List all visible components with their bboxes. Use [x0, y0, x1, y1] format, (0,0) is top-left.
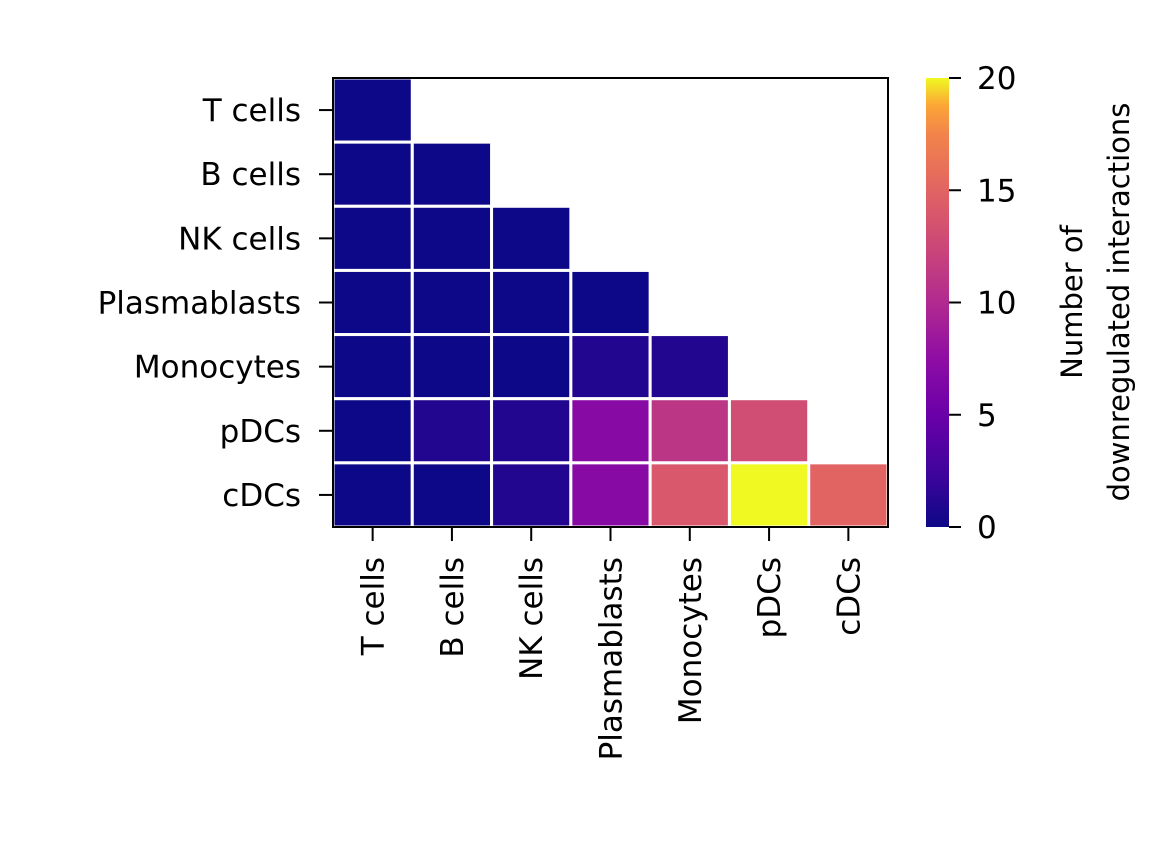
x-tick-label: NK cells	[514, 557, 550, 680]
heatmap-cell	[727, 461, 811, 529]
x-tick-label: Plasmablasts	[594, 557, 630, 760]
heatmap-cell	[331, 204, 414, 272]
heatmap-cell	[648, 333, 731, 401]
colorbar-gradient	[926, 78, 949, 527]
colorbar: 0 5 10 15 20 Number of downregulated interac…	[926, 61, 1136, 546]
y-tick-label: B cells	[200, 157, 301, 193]
colorbar-tick-label: 20	[977, 61, 1016, 97]
heatmap-cell	[410, 140, 494, 208]
y-tick-label: Monocytes	[134, 350, 301, 386]
heatmap-cell	[569, 461, 652, 529]
heatmap-cell	[727, 397, 811, 465]
colorbar-tick-label: 10	[977, 286, 1016, 322]
heatmap-cell	[807, 461, 890, 529]
x-tick-label: pDCs	[752, 557, 788, 638]
heatmap-cell	[331, 140, 414, 208]
x-tick-label: T cells	[356, 557, 392, 656]
heatmap-cells	[331, 76, 890, 529]
colorbar-tick-label: 5	[977, 398, 997, 434]
y-axis: T cells B cells NK cells Plasmablasts Monocy…	[98, 93, 333, 514]
heatmap-cell	[410, 204, 494, 272]
heatmap-cell	[569, 333, 652, 401]
y-tick-label: T cells	[202, 93, 301, 129]
colorbar-tick-label: 15	[977, 173, 1016, 209]
heatmap-cell	[410, 397, 494, 465]
x-tick-label: cDCs	[831, 557, 867, 636]
y-tick-label: Plasmablasts	[98, 286, 301, 322]
x-tick-label: Monocytes	[673, 557, 709, 724]
colorbar-label-line-2: downregulated interactions	[1102, 103, 1136, 502]
colorbar-tick-label: 0	[977, 510, 997, 546]
x-axis: T cells B cells NK cells Plasmablasts Monocy…	[356, 527, 867, 760]
heatmap-cell	[410, 333, 494, 401]
heatmap-cell	[490, 461, 573, 529]
heatmap-cell	[331, 268, 414, 337]
y-tick-label: NK cells	[178, 221, 301, 257]
colorbar-ticks: 0 5 10 15 20	[949, 61, 1016, 546]
heatmap-cell	[490, 268, 573, 337]
heatmap-cell	[410, 461, 494, 529]
heatmap-cell	[569, 397, 652, 465]
heatmap-cell	[331, 397, 414, 465]
heatmap-cell	[490, 397, 573, 465]
heatmap-cell	[331, 461, 414, 529]
heatmap-cell	[648, 397, 731, 465]
heatmap-cell	[331, 76, 414, 144]
heatmap-cell	[410, 268, 494, 337]
colorbar-label-line-1: Number of	[1055, 224, 1089, 378]
heatmap-cell	[490, 204, 573, 272]
x-tick-label: B cells	[435, 557, 471, 658]
heatmap-cell	[569, 268, 652, 337]
heatmap-cell	[331, 333, 414, 401]
heatmap-cell	[490, 333, 573, 401]
y-tick-label: pDCs	[220, 414, 301, 450]
heatmap-cell	[648, 461, 731, 529]
y-tick-label: cDCs	[222, 478, 301, 514]
